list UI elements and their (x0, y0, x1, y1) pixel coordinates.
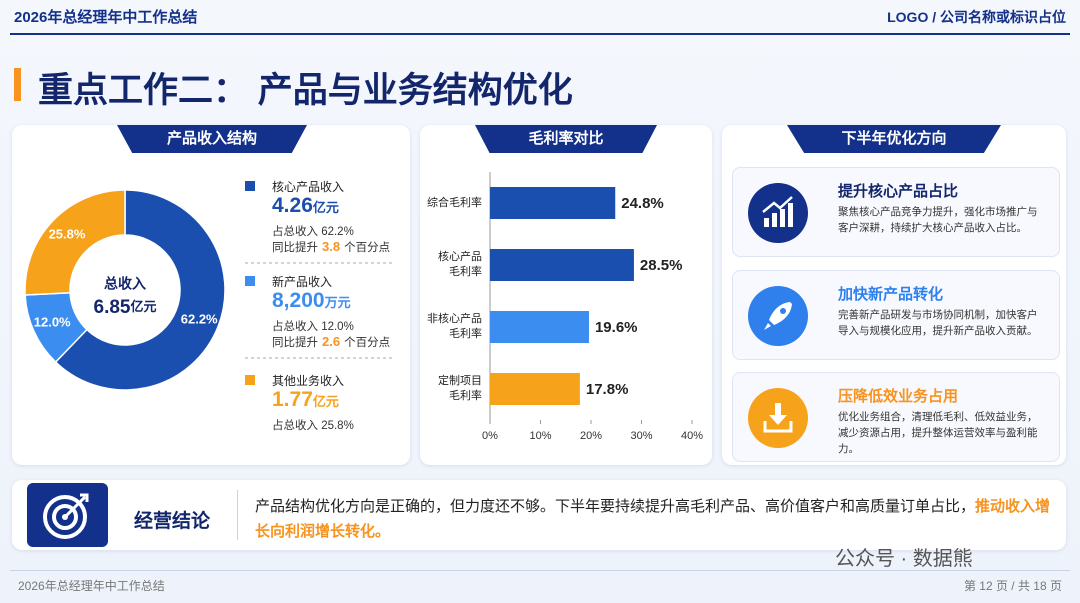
divider (237, 490, 238, 540)
direction-card: 提升核心产品占比 聚焦核心产品竞争力提升，强化市场推广与客户深耕，持续扩大核心产… (732, 167, 1060, 257)
direction-panel: 下半年优化方向 提升核心产品占比 聚焦核心产品竞争力提升，强化市场推广与客户深耕… (722, 125, 1066, 465)
bar-label: 19.6% (595, 319, 638, 336)
header-logo: LOGO / 公司名称或标识占位 (887, 9, 1066, 25)
card-title: 加快新产品转化 (838, 286, 944, 303)
conclusion-text: 产品结构优化方向是正确的，但力度还不够。下半年要持续提升高毛利产品、高价值客户和… (255, 494, 1055, 544)
x-tick-label: 10% (529, 430, 551, 442)
center-number: 6.85 (94, 297, 131, 318)
conclusion-panel: 经营结论 产品结构优化方向是正确的，但力度还不够。下半年要持续提升高毛利产品、高… (12, 480, 1066, 550)
x-tick-label: 30% (630, 430, 652, 442)
bar (490, 311, 589, 343)
legend-name: 新产品收入 (272, 275, 333, 289)
footer-page: 第 12 页 / 共 18 页 (963, 579, 1062, 593)
title-accent (14, 68, 21, 101)
bar-label: 28.5% (640, 257, 683, 274)
conclusion-highlight: 推动收入增长向利润增长转化。 (255, 498, 1051, 540)
legend-name: 其他业务收入 (272, 374, 345, 388)
growth-value: 2.6 (322, 334, 341, 349)
bar (490, 187, 616, 219)
conclusion-icon (27, 483, 108, 547)
legend-swatch (245, 375, 255, 385)
footer-rule (10, 570, 1070, 571)
pie-slice (54, 189, 226, 391)
header-rule (10, 33, 1070, 35)
card-text: 聚焦核心产品竞争力提升，强化市场推广与客户深耕，持续扩大核心产品收入占比。 (838, 206, 1038, 234)
amount-unit: 万元 (324, 295, 351, 310)
amount: 4.26亿元 (272, 194, 339, 218)
section-title: 重点工作二： 产品与业务结构优化 (38, 71, 573, 110)
icon (748, 388, 808, 448)
growth: 同比提升 3.8 个百分点 (272, 239, 390, 255)
margin-panel: 毛利率对比 (420, 125, 712, 465)
footer-left: 2026年总经理年中工作总结 (18, 579, 165, 593)
watermark: 公众号 · 数据熊 (835, 548, 973, 570)
icon (748, 183, 808, 243)
growth-unit: 个百分点 (344, 242, 391, 254)
slice-label: 12.0% (34, 315, 71, 330)
amount-number: 8,200 (272, 289, 325, 312)
amount-unit: 亿元 (312, 394, 339, 409)
x-tick-label: 0% (482, 430, 498, 442)
growth-label: 同比提升 (272, 242, 318, 254)
share: 占总收入 62.2% (272, 226, 354, 238)
slice-label: 62.2% (181, 311, 218, 326)
bar (490, 373, 580, 405)
direction-card: 压降低效业务占用 优化业务组合，清理低毛利、低效益业务，减少资源占用，提升整体运… (732, 372, 1060, 462)
amount: 1.77亿元 (272, 388, 339, 412)
legend-swatch (245, 276, 255, 286)
category-label: 非核心产品 毛利率 (427, 313, 482, 340)
card-title: 提升核心产品占比 (838, 183, 959, 200)
x-tick-label: 40% (681, 430, 703, 442)
amount-number: 1.77 (272, 388, 313, 411)
legend-name: 核心产品收入 (272, 180, 345, 194)
amount-unit: 亿元 (312, 200, 339, 215)
growth-unit: 个百分点 (344, 337, 391, 349)
card-text: 完善新产品研发与市场协同机制，加快客户导入与规模化应用，提升新产品收入贡献。 (838, 309, 1038, 337)
panel-tab: 毛利率对比 (475, 125, 657, 153)
center-value: 6.85亿元 (94, 297, 157, 318)
header-title: 2026年总经理年中工作总结 (14, 9, 198, 26)
direction-card: 加快新产品转化 完善新产品研发与市场协同机制，加快客户导入与规模化应用，提升新产… (732, 270, 1060, 360)
pie-slice (24, 189, 126, 296)
category-label: 定制项目 毛利率 (438, 375, 482, 402)
panel-tab: 产品收入结构 (117, 125, 307, 153)
amount: 8,200万元 (272, 289, 351, 313)
growth: 同比提升 2.6 个百分点 (272, 334, 390, 350)
growth-label: 同比提升 (272, 337, 318, 349)
x-tick-label: 20% (580, 430, 602, 442)
center-unit: 亿元 (130, 299, 156, 314)
conclusion-body: 产品结构优化方向是正确的，但力度还不够。下半年要持续提升高毛利产品、高价值客户和… (255, 498, 976, 515)
icon (748, 286, 808, 346)
center-label: 总收入 (104, 276, 146, 292)
bar (490, 249, 634, 281)
category-label: 综合毛利率 (427, 196, 482, 209)
panel-tab: 下半年优化方向 (787, 125, 1001, 153)
card-text: 优化业务组合，清理低毛利、低效益业务，减少资源占用，提升整体运营效率与盈利能力。 (838, 411, 1038, 455)
growth-value: 3.8 (322, 239, 341, 254)
conclusion-label: 经营结论 (134, 511, 211, 532)
share: 占总收入 12.0% (272, 321, 354, 333)
card-title: 压降低效业务占用 (838, 388, 959, 405)
amount-number: 4.26 (272, 194, 313, 217)
bar-label: 17.8% (586, 381, 629, 398)
bar-label: 24.8% (621, 195, 664, 212)
category-label: 核心产品 毛利率 (438, 251, 482, 278)
share: 占总收入 25.8% (272, 420, 354, 432)
slice-label: 25.8% (49, 226, 86, 241)
legend-swatch (245, 181, 255, 191)
